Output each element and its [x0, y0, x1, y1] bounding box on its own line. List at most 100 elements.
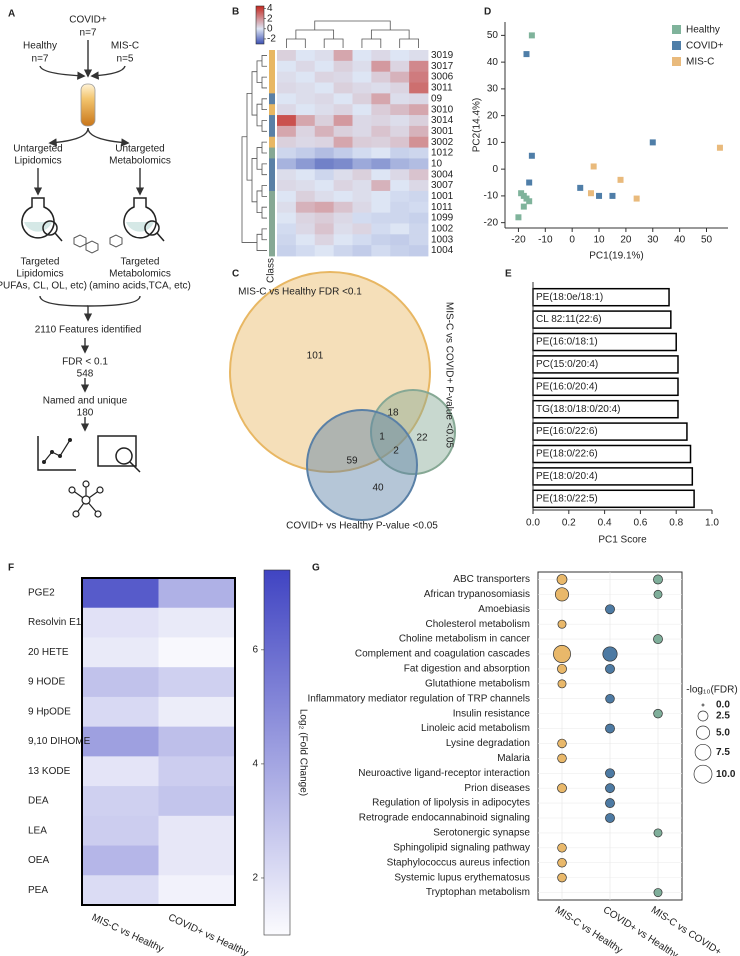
row-label: 3002 [431, 137, 454, 148]
heatmap-cell [352, 136, 372, 148]
screen-icon [97, 435, 137, 467]
heatmap-cell [409, 212, 429, 224]
scatter-point [609, 192, 616, 199]
scatter-point [520, 203, 527, 210]
dendrogram [256, 190, 262, 214]
heatmap-cell [390, 180, 410, 192]
heatmap-cell [333, 147, 353, 159]
heatmap-cell [371, 212, 391, 224]
row-label: Lysine degradation [446, 738, 530, 749]
y-tick-label: 30 [487, 84, 499, 95]
heatmap-cell [277, 136, 297, 148]
heatmap-cell [352, 104, 372, 116]
heatmap-cell [314, 136, 335, 148]
heatmap-cell [295, 158, 316, 170]
heatmap-cell [82, 607, 159, 638]
heatmap-cell [390, 93, 410, 105]
row-label: 3011 [431, 83, 453, 94]
panel-label: A [8, 9, 15, 20]
chart-icon-dot [58, 454, 62, 458]
class-bar-cell [269, 104, 275, 116]
heatmap-cell [333, 180, 353, 192]
heatmap-cell [409, 245, 429, 257]
heatmap-cell [277, 115, 297, 127]
legend-label: COVID+ [686, 41, 724, 52]
heatmap-cell [390, 212, 410, 224]
heatmap-cell [371, 190, 391, 203]
heatmap-cell [333, 169, 353, 181]
heatmap-cell [295, 104, 316, 116]
heatmap-cell [277, 147, 297, 159]
flow-text: Metabolomics [109, 269, 171, 280]
dendrogram [261, 120, 267, 132]
heatmap-cell [390, 158, 410, 170]
heatmap-cell [314, 180, 335, 192]
colorbar-tick-label: 2 [267, 13, 273, 24]
heatmap-cell [390, 201, 410, 214]
colorbar-tick-label: 6 [252, 644, 258, 655]
row-label: Retrograde endocannabinoid signaling [359, 813, 530, 824]
heatmap-cell [277, 190, 297, 203]
sample-tube [80, 83, 96, 127]
bubble [602, 646, 618, 662]
magnifier-handle [156, 232, 165, 242]
y-tick-label: -10 [484, 191, 499, 202]
magnifier-icon [42, 220, 58, 236]
scatter-point [526, 198, 533, 205]
row-label: Systemic lupus erythematosus [394, 872, 530, 883]
dendrogram [361, 38, 382, 48]
flow-text: COVID+ [69, 15, 107, 26]
bubble [557, 843, 567, 853]
dendrogram [323, 38, 344, 48]
row-label: 10 [431, 158, 443, 169]
arrow [83, 295, 141, 322]
bubble [605, 813, 615, 823]
row-label: 1099 [431, 213, 454, 224]
heatmap-cell [314, 147, 335, 159]
flow-text: (amino acids,TCA, etc) [89, 281, 191, 292]
bar-label: PE(16:0/22:6) [536, 426, 598, 437]
bubble [557, 679, 567, 689]
heatmap-cell [352, 212, 372, 224]
class-bar-cell [269, 223, 275, 235]
row-label: 3001 [431, 126, 454, 137]
size-legend-circle [693, 764, 713, 784]
row-label: 3010 [431, 104, 454, 115]
size-legend-circle [697, 710, 709, 722]
heatmap-cell [295, 201, 316, 214]
row-label: PEA [28, 885, 48, 896]
heatmap-cell [82, 667, 159, 698]
size-legend-label: 2.5 [716, 711, 730, 722]
heatmap-cell [277, 212, 297, 224]
heatmap-cell [158, 667, 236, 698]
row-label: 1001 [431, 191, 454, 202]
heatmap-cell [352, 223, 372, 235]
flow-text: Lipidomics [14, 156, 61, 167]
colorbar [263, 569, 291, 936]
venn-set-label: MIS-C vs Healthy FDR <0.1 [238, 287, 362, 298]
dendrogram [314, 20, 391, 30]
venn-count: 1 [379, 432, 385, 443]
bubble [557, 857, 567, 868]
row-label: African trypanosomiasis [424, 589, 530, 600]
column-label: COVID+ vs Healthy [166, 912, 249, 956]
row-label: DEA [28, 796, 49, 807]
flask-liquid [24, 222, 52, 232]
heatmap-cell [314, 93, 335, 105]
scatter-point [528, 152, 535, 159]
heatmap-cell [352, 125, 372, 138]
venn-count: 59 [346, 456, 358, 467]
bubble [653, 574, 663, 585]
bar-label: CL 82:11(22:6) [536, 314, 602, 325]
panel-label: E [505, 269, 512, 280]
row-label: 3014 [431, 115, 454, 126]
row-label: Neuroactive ligand-receptor interaction [358, 768, 530, 779]
row-label: 1002 [431, 224, 454, 235]
heatmap-cell [352, 169, 372, 181]
heatmap-cell [333, 60, 353, 73]
heatmap-cell [82, 726, 159, 757]
heatmap-cell [314, 50, 335, 62]
scatter-point [596, 192, 603, 199]
bubble [556, 574, 568, 585]
size-legend-label: 7.5 [716, 747, 730, 758]
